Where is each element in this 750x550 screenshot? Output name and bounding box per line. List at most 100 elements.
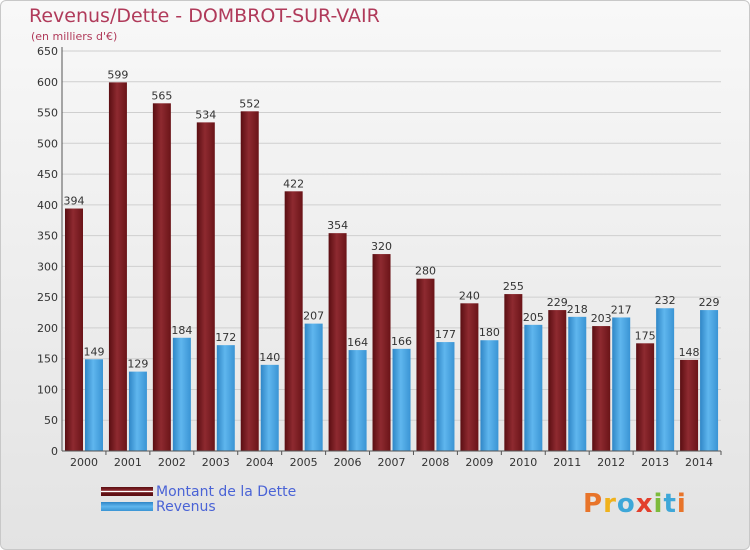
data-label-dette: 565 bbox=[151, 89, 172, 102]
y-tick-label: 600 bbox=[37, 76, 58, 89]
bar-revenus bbox=[524, 324, 543, 451]
bar-dette bbox=[680, 359, 699, 451]
bar-dette bbox=[504, 294, 523, 451]
x-tick-label: 2013 bbox=[641, 456, 669, 469]
legend-swatch-dette bbox=[101, 487, 153, 496]
logo-letter: r bbox=[603, 489, 617, 519]
x-tick-label: 2009 bbox=[465, 456, 493, 469]
bar-revenus bbox=[172, 337, 191, 451]
logo-letter: t bbox=[663, 489, 677, 519]
bar-revenus bbox=[304, 323, 323, 451]
data-label-dette: 394 bbox=[64, 195, 85, 208]
bar-revenus bbox=[700, 310, 719, 451]
data-label-dette: 240 bbox=[459, 289, 480, 302]
data-label-revenus: 140 bbox=[259, 351, 280, 364]
bar-dette bbox=[196, 122, 215, 451]
bar-revenus bbox=[656, 308, 675, 451]
bar-dette bbox=[416, 278, 435, 451]
data-label-revenus: 218 bbox=[567, 303, 588, 316]
x-tick-label: 2001 bbox=[114, 456, 142, 469]
y-tick-label: 150 bbox=[37, 353, 58, 366]
bar-revenus bbox=[436, 342, 455, 451]
data-label-dette: 534 bbox=[195, 108, 216, 121]
bars bbox=[65, 82, 719, 452]
chart-title: Revenus/Dette - DOMBROT-SUR-VAIR bbox=[29, 5, 380, 27]
bar-dette bbox=[592, 326, 611, 451]
bar-dette bbox=[372, 254, 391, 451]
data-label-dette: 203 bbox=[591, 312, 612, 325]
y-tick-label: 0 bbox=[51, 445, 58, 458]
bar-revenus bbox=[260, 364, 279, 451]
bar-dette bbox=[108, 82, 127, 451]
data-label-dette: 599 bbox=[107, 68, 128, 81]
y-tick-label: 550 bbox=[37, 107, 58, 120]
data-label-revenus: 184 bbox=[171, 324, 192, 337]
data-label-dette: 354 bbox=[327, 219, 348, 232]
bar-revenus bbox=[128, 371, 147, 451]
data-label-revenus: 166 bbox=[391, 335, 412, 348]
x-tick-label: 2004 bbox=[246, 456, 274, 469]
bar-revenus bbox=[85, 359, 103, 451]
data-label-dette: 229 bbox=[547, 296, 568, 309]
x-tick-label: 2007 bbox=[378, 456, 406, 469]
x-tick-label: 2014 bbox=[685, 456, 713, 469]
bar-revenus bbox=[612, 317, 631, 451]
bar-dette bbox=[240, 111, 259, 452]
x-tick-label: 2006 bbox=[334, 456, 362, 469]
data-label-revenus: 177 bbox=[435, 328, 456, 341]
data-label-revenus: 180 bbox=[479, 326, 500, 339]
axes bbox=[61, 47, 721, 452]
y-tick-label: 350 bbox=[37, 230, 58, 243]
x-tick-label: 2002 bbox=[158, 456, 186, 469]
chart-subtitle: (en milliers d'€) bbox=[31, 30, 118, 43]
data-label-revenus: 229 bbox=[699, 296, 720, 309]
y-tick-label: 300 bbox=[37, 260, 58, 273]
bar-dette bbox=[284, 191, 303, 452]
data-label-revenus: 217 bbox=[611, 303, 632, 316]
bar-dette bbox=[636, 343, 655, 451]
bar-revenus bbox=[216, 345, 235, 451]
data-label-dette: 255 bbox=[503, 280, 524, 293]
logo-letter: P bbox=[583, 489, 604, 519]
logo-letter: o bbox=[616, 489, 636, 519]
data-label-revenus: 149 bbox=[84, 345, 105, 358]
x-tick-label: 2005 bbox=[290, 456, 318, 469]
y-tick-label: 50 bbox=[44, 414, 58, 427]
data-label-dette: 175 bbox=[635, 329, 656, 342]
x-tick-label: 2003 bbox=[202, 456, 230, 469]
y-tick-label: 450 bbox=[37, 168, 58, 181]
x-tick-label: 2012 bbox=[597, 456, 625, 469]
data-label-revenus: 205 bbox=[523, 311, 544, 324]
legend-label-revenus: Revenus bbox=[156, 499, 216, 515]
logo-letter: i bbox=[676, 489, 687, 519]
x-tick-label: 2008 bbox=[421, 456, 449, 469]
logo-letter: x bbox=[635, 489, 654, 519]
grid-lines bbox=[62, 50, 721, 421]
proxiti-logo: Proxiti bbox=[583, 489, 687, 519]
data-labels: 394 149 599 129 565 184 534 172 552 140 422 207 354 1… bbox=[64, 68, 720, 370]
x-tick-label: 2011 bbox=[553, 456, 581, 469]
data-label-dette: 148 bbox=[679, 346, 700, 359]
bar-revenus bbox=[480, 340, 499, 451]
x-tick-label: 2000 bbox=[70, 456, 98, 469]
bar-revenus bbox=[568, 316, 587, 451]
bar-dette bbox=[548, 310, 567, 451]
y-axis-tick-labels: 0 50 100 150 200 250 300 350 400 450 500 550 600 650 bbox=[37, 45, 58, 458]
data-label-dette: 552 bbox=[239, 97, 260, 110]
bar-dette bbox=[328, 233, 347, 451]
y-tick-label: 400 bbox=[37, 199, 58, 212]
data-label-dette: 280 bbox=[415, 265, 436, 278]
y-tick-label: 650 bbox=[37, 45, 58, 58]
bar-revenus bbox=[348, 350, 367, 451]
y-tick-label: 250 bbox=[37, 291, 58, 304]
x-axis-tick-labels: 2000 2001 2002 2003 2004 2005 2006 2007 2008 2009… bbox=[70, 451, 722, 469]
y-tick-label: 200 bbox=[37, 322, 58, 335]
data-label-revenus: 164 bbox=[347, 336, 368, 349]
data-label-revenus: 232 bbox=[655, 294, 676, 307]
data-label-revenus: 207 bbox=[303, 310, 324, 323]
y-tick-label: 100 bbox=[37, 383, 58, 396]
data-label-revenus: 172 bbox=[215, 331, 236, 344]
bar-dette bbox=[65, 208, 83, 451]
data-label-dette: 320 bbox=[371, 240, 392, 253]
